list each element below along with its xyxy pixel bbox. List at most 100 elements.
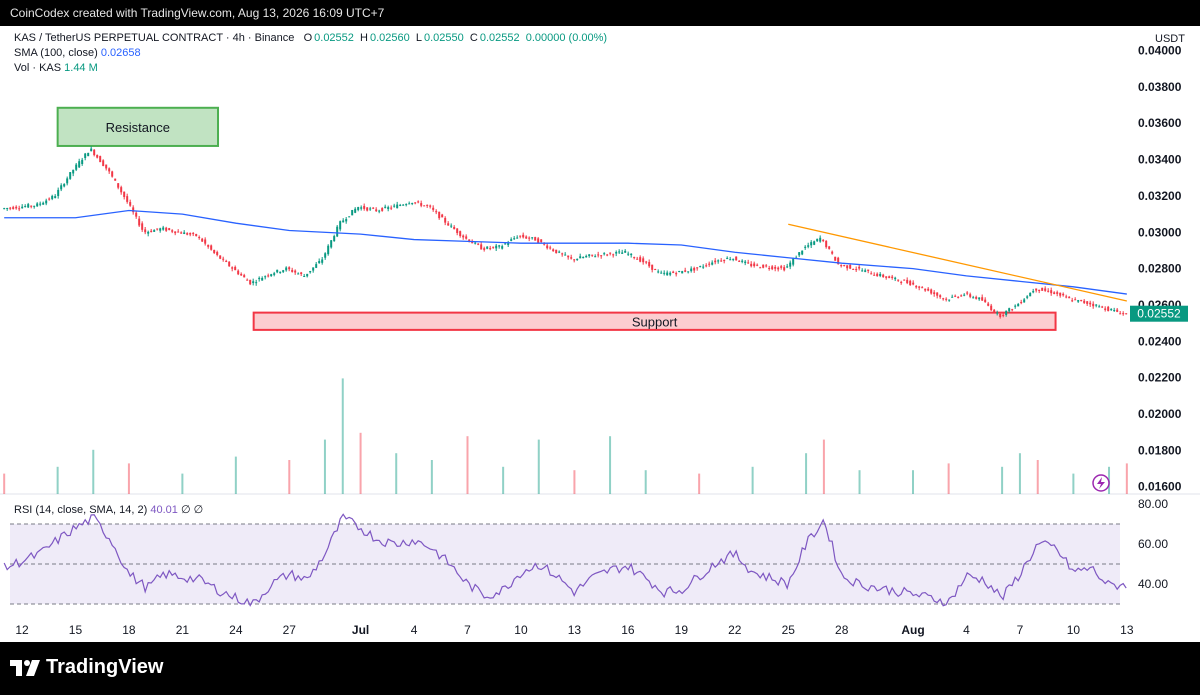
candle-body <box>303 276 306 278</box>
volume-bar <box>537 439 540 494</box>
candle-body <box>78 161 81 168</box>
candle-body <box>636 258 639 260</box>
candle-body <box>984 299 987 303</box>
candle-body <box>999 313 1002 317</box>
volume-bar <box>1018 453 1021 494</box>
symbol-name: KAS / TetherUS PERPETUAL CONTRACT · 4h ·… <box>14 32 295 44</box>
candle-body <box>342 220 345 223</box>
candle-body <box>786 266 789 268</box>
candle-body <box>312 267 315 271</box>
volume-bar <box>822 439 825 494</box>
x-tick-label: 7 <box>1017 623 1024 637</box>
candle-body <box>708 263 711 265</box>
candle-body <box>837 257 840 265</box>
candle-body <box>957 296 960 298</box>
candle-body <box>777 267 780 270</box>
candle-body <box>477 243 480 245</box>
candle-body <box>894 277 897 280</box>
candle-body <box>624 250 627 253</box>
candle-body <box>1113 309 1116 311</box>
candle-body <box>555 249 558 254</box>
candle-body <box>1059 292 1062 296</box>
symbol-legend: KAS / TetherUS PERPETUAL CONTRACT · 4h ·… <box>14 32 607 44</box>
candle-body <box>108 168 111 172</box>
candle-body <box>549 247 552 249</box>
candle-body <box>564 254 567 256</box>
candle-body <box>822 239 825 241</box>
candle-body <box>117 183 120 188</box>
candle-body <box>543 243 546 245</box>
candle-body <box>372 207 375 209</box>
candle-body <box>408 203 411 205</box>
candle-body <box>630 253 633 256</box>
flash-glyph-icon <box>1097 477 1105 489</box>
candle-body <box>639 257 642 262</box>
candle-body <box>1062 293 1065 296</box>
candle-body <box>546 245 549 249</box>
candle-body <box>399 204 402 206</box>
candle-body <box>879 273 882 276</box>
candle-body <box>348 216 351 218</box>
candle-body <box>816 238 819 242</box>
candle-body <box>225 260 228 262</box>
candle-body <box>663 272 666 274</box>
candle-body <box>138 218 141 226</box>
tradingview-logo[interactable]: TradingView <box>10 656 163 679</box>
candle-body <box>1038 289 1041 291</box>
candle-body <box>39 203 42 205</box>
candle-body <box>54 196 57 199</box>
candle-body <box>612 254 615 256</box>
candle-body <box>102 160 105 166</box>
x-tick-label: 12 <box>15 623 29 637</box>
volume-bar <box>858 470 861 494</box>
candle-body <box>504 243 507 245</box>
candle-body <box>804 246 807 248</box>
candle-body <box>1125 313 1128 315</box>
candle-body <box>384 206 387 208</box>
candle-body <box>387 207 390 210</box>
support-zone <box>252 311 1057 331</box>
candle-body <box>150 230 153 233</box>
candle-body <box>1092 303 1095 307</box>
candle-body <box>522 234 525 238</box>
candle-body <box>258 277 261 280</box>
chart-area[interactable]: 0.04000 0.03800 0.03600 0.03400 0.03200 0.030… <box>0 26 1200 642</box>
candle-body <box>207 244 210 247</box>
candle-body <box>1008 308 1011 312</box>
candle-body <box>1005 310 1008 316</box>
candle-body <box>492 246 495 248</box>
x-tick-label: 27 <box>283 623 297 637</box>
candle-body <box>1029 292 1032 297</box>
rsi-line <box>3 513 1127 607</box>
candle-body <box>279 271 282 273</box>
candle-body <box>678 271 681 273</box>
candle-body <box>696 267 699 269</box>
candle-body <box>264 276 267 278</box>
candle-body <box>1035 288 1038 291</box>
candle-body <box>945 298 948 300</box>
candle-body <box>246 279 249 281</box>
chart-svg[interactable]: 0.04000 0.03800 0.03600 0.03400 0.03200 0.030… <box>0 26 1200 642</box>
candle-body <box>327 245 330 255</box>
candle-body <box>486 246 489 249</box>
resistance-label: Resistance <box>106 120 170 135</box>
price-tick-label: 0.03600 <box>1138 116 1182 130</box>
volume-bar <box>1125 463 1128 494</box>
candle-body <box>69 172 72 179</box>
candle-body <box>750 263 753 267</box>
candle-body <box>600 255 603 257</box>
price-tick-label: 0.03800 <box>1138 80 1182 94</box>
candle-body <box>669 272 672 275</box>
candle-body <box>273 273 276 275</box>
candle-body <box>57 189 60 197</box>
change-value: 0.00000 (0.00%) <box>525 32 608 44</box>
candle-body <box>255 282 258 284</box>
candle-body <box>948 299 951 301</box>
candle-body <box>9 207 12 209</box>
candle-body <box>192 233 195 235</box>
open-value: 0.02552 <box>314 32 354 44</box>
volume-bar <box>56 466 59 494</box>
candle-body <box>309 270 312 273</box>
candle-body <box>528 237 531 239</box>
attribution-bar: CoinCodex created with TradingView.com, … <box>0 0 1200 26</box>
